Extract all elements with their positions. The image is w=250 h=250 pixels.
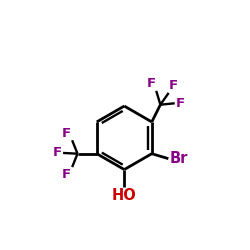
Text: F: F bbox=[62, 127, 71, 140]
Text: F: F bbox=[146, 77, 156, 90]
Text: F: F bbox=[62, 168, 71, 181]
Text: F: F bbox=[169, 79, 178, 92]
Text: Br: Br bbox=[169, 151, 188, 166]
Text: HO: HO bbox=[112, 188, 137, 204]
Text: F: F bbox=[52, 146, 62, 160]
Text: F: F bbox=[176, 97, 185, 110]
